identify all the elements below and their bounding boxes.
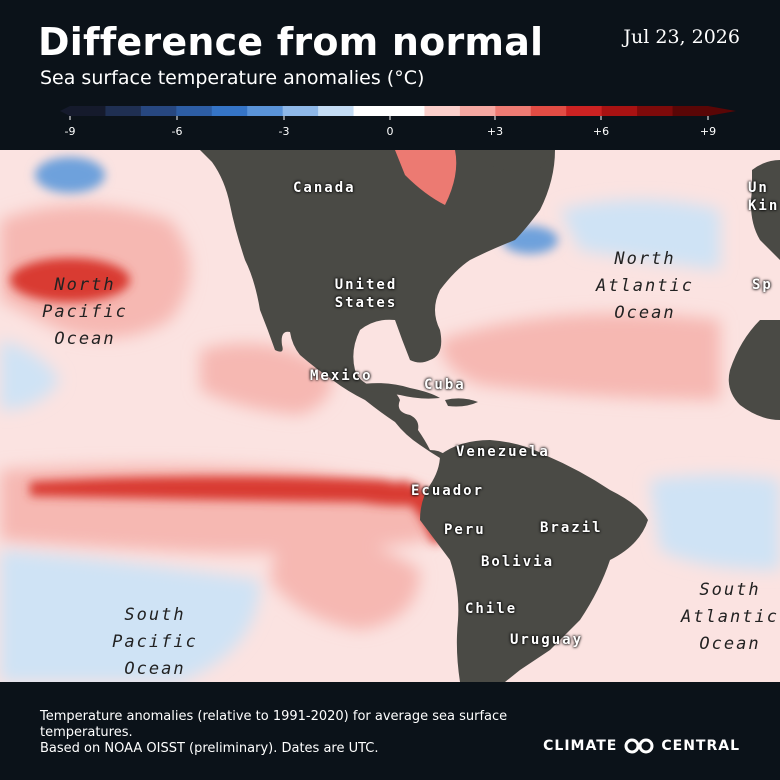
ocean-label-line: Ocean [614,303,676,323]
legend-tick-minus-6: -6 [171,125,183,138]
legend-swatch [389,106,425,116]
legend-max-arrow [708,106,736,116]
anomaly-map: North Pacific Ocean North Atlantic Ocean… [0,150,780,682]
anomaly-hot-equatorial [30,476,440,506]
legend-swatch [672,106,709,116]
footer-note-line: Based on NOAA OISST (preliminary). Dates… [40,741,379,756]
country-label-spain-partial: Sp [752,277,773,293]
legend-tick-plus-3: +3 [486,125,504,138]
land-north-america [200,150,555,458]
anomaly-cold-alaska [35,157,105,193]
ocean-label-line: Atlantic [596,276,694,296]
country-label-mexico: Mexico [310,368,373,384]
color-legend: -9 -6 -3 0 +3 +6 +9 [58,104,738,144]
ocean-label-line: Pacific [112,632,198,652]
legend-swatch [353,106,390,116]
legend-tick-minus-9: -9 [64,125,76,138]
land-greenland-edge [470,150,555,171]
ocean-label-line: South [124,605,186,625]
brand-text-right: CENTRAL [661,738,740,754]
country-label-brazil: Brazil [540,520,603,536]
legend-tick-minus-3: -3 [278,125,290,138]
legend-swatch [282,106,319,116]
anomaly-cool-west [0,340,60,410]
header: Difference from normal Sea surface tempe… [0,0,780,150]
legend-swatch [176,106,213,116]
country-label-chile: Chile [465,601,518,617]
legend-swatch [459,106,496,116]
legend-color-bar [60,106,736,120]
page-title: Difference from normal [38,20,544,64]
country-label-bolivia: Bolivia [481,554,555,570]
ocean-label-south-atlantic: South Atlantic Ocean [680,577,780,658]
land-cuba [355,383,440,399]
legend-tick-zero: 0 [386,125,394,138]
anomaly-warm-mexico-coast [200,343,332,415]
legend-min-arrow [60,106,70,116]
ocean-label-line: North [54,275,116,295]
anomaly-cool-south-pacific [0,550,260,682]
legend-swatch [211,106,248,116]
country-label-uk-partial: Un Kin [748,179,779,215]
anomaly-warm-south-pacific [270,530,420,630]
ocean-label-line: Ocean [699,634,761,654]
country-label-line: Kin [748,198,780,214]
country-label-line: United [334,277,398,293]
footer-note-line: Temperature anomalies (relative to 1991-… [40,709,508,724]
land-south-america [420,440,648,682]
legend-tick-plus-9: +9 [699,125,717,138]
legend-swatch [424,106,461,116]
brand-text-left: CLIMATE [543,738,618,754]
ocean-label-north-pacific: North Pacific Ocean [30,272,140,353]
ocean-label-line: South [699,580,761,600]
footer-note-line: temperatures. [40,725,133,740]
page-subtitle: Sea surface temperature anomalies (°C) [40,67,425,89]
land-hispaniola [445,398,478,407]
anomaly-cool-south-atlantic [650,475,780,570]
map-canvas [0,150,780,682]
ocean-label-line: Atlantic [681,607,779,627]
legend-swatch [140,106,177,116]
country-label-cuba: Cuba [424,377,466,393]
anomaly-hot-north-pacific [10,258,130,302]
legend-swatch [105,106,142,116]
country-label-venezuela: Venezuela [456,444,550,460]
footer: Temperature anomalies (relative to 1991-… [0,682,780,780]
country-label-ecuador: Ecuador [411,483,485,499]
legend-swatch [318,106,355,116]
country-label-line: States [334,295,398,311]
country-label-line: Un [748,180,769,196]
climate-central-logo-icon [624,738,654,754]
brand-logo: CLIMATE CENTRAL [543,738,740,754]
ocean-label-north-atlantic: North Atlantic Ocean [585,246,705,327]
legend-swatch [495,106,532,116]
country-label-uruguay: Uruguay [510,632,584,648]
land-europe-edge [751,160,780,260]
country-label-peru: Peru [444,522,486,538]
footer-note: Temperature anomalies (relative to 1991-… [40,709,540,757]
legend-tick-plus-6: +6 [592,125,610,138]
ocean-label-south-pacific: South Pacific Ocean [100,602,210,682]
legend-swatch [566,106,603,116]
ocean-label-line: Pacific [42,302,128,322]
country-label-canada: Canada [293,180,356,196]
hudson-bay [395,150,457,205]
legend-swatch [70,106,106,116]
legend-swatch [530,106,567,116]
legend-swatch [247,106,284,116]
ocean-label-line: Ocean [54,329,116,349]
land-africa-edge [728,320,780,420]
ocean-label-line: North [614,249,676,269]
legend-swatch [601,106,638,116]
ocean-label-line: Ocean [124,659,186,679]
anomaly-warm-atlantic [440,313,720,400]
date-label: Jul 23, 2026 [623,26,740,48]
anomaly-cool-atlantic [560,200,720,270]
country-label-united-states: United States [326,276,406,312]
legend-swatch [637,106,674,116]
